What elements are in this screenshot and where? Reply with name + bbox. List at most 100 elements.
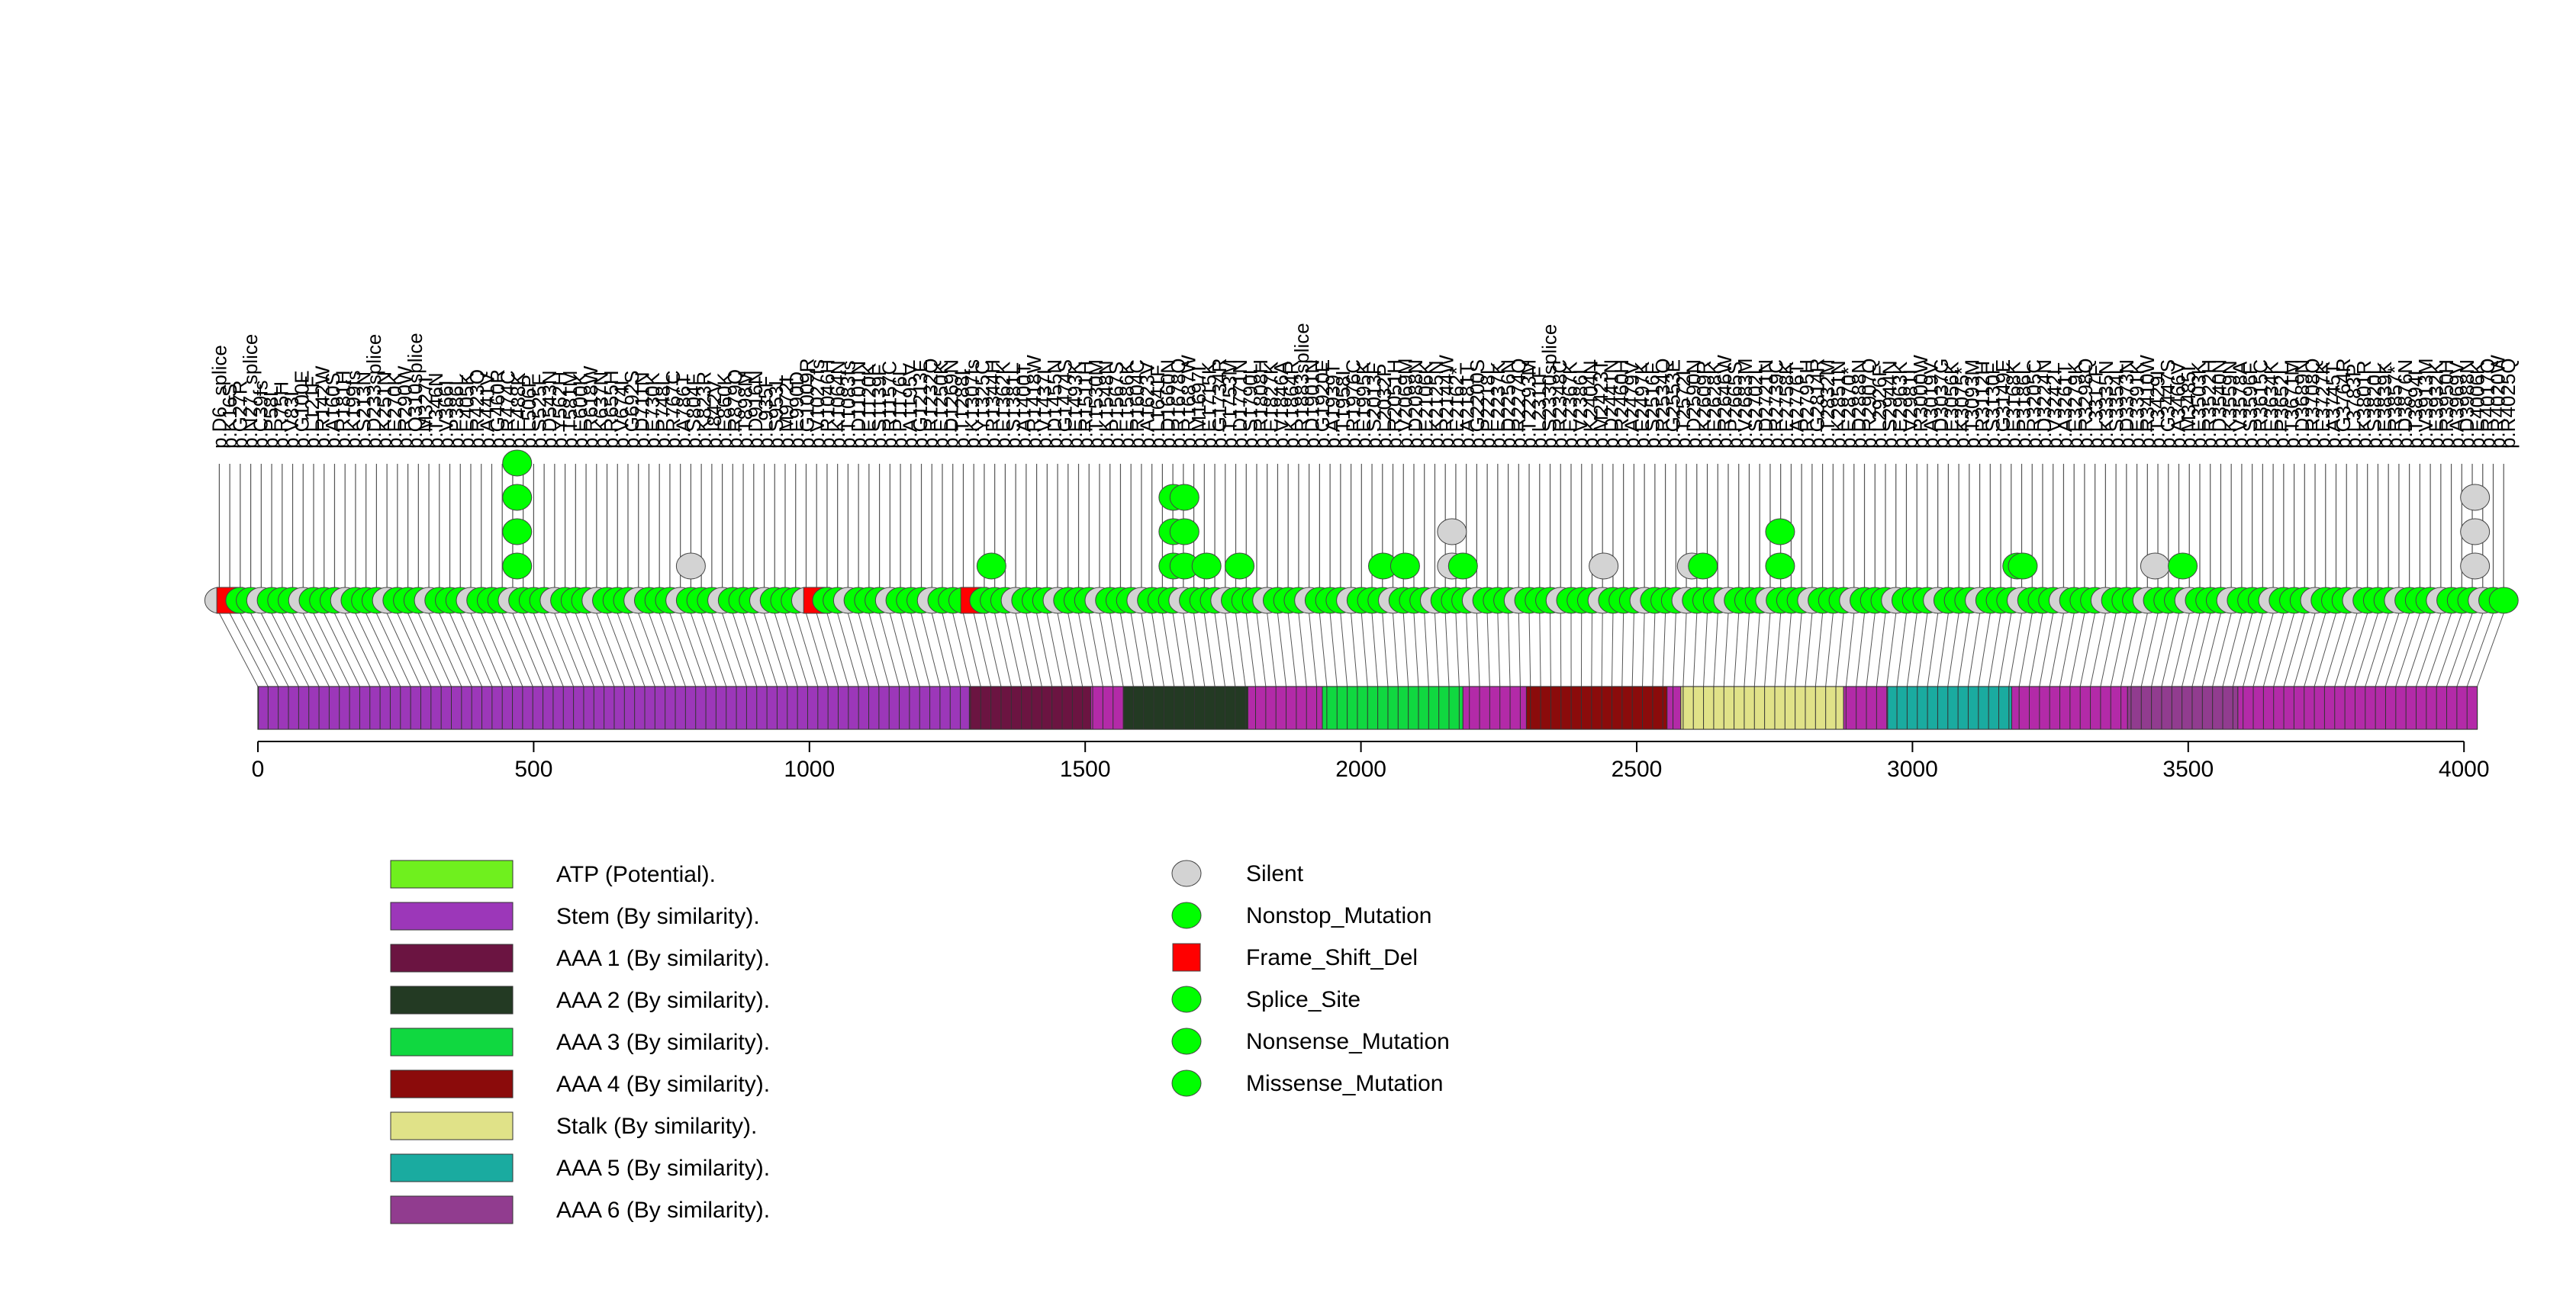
connector-line	[1162, 613, 1174, 687]
connector-line	[1948, 613, 1959, 687]
connector-line	[2335, 613, 2357, 687]
connector-line	[1005, 613, 1021, 687]
connector-line	[1299, 613, 1306, 687]
connector-line	[2416, 613, 2440, 687]
connector-line	[1518, 613, 1520, 687]
legend-label: AAA 6 (By similarity).	[556, 1198, 770, 1223]
missense-marker	[503, 553, 532, 579]
legend-label: Stem (By similarity).	[556, 904, 760, 929]
connector-line	[1131, 613, 1144, 687]
connector-line	[2457, 613, 2483, 687]
domain-segment	[1888, 687, 2012, 729]
connector-line	[429, 613, 462, 687]
connector-line	[659, 613, 685, 687]
connector-line	[481, 613, 513, 687]
connector-line	[1257, 613, 1266, 687]
connector-line	[1309, 613, 1317, 687]
connector-line	[1330, 613, 1337, 687]
connector-line	[880, 613, 900, 687]
connector-line	[2375, 613, 2399, 687]
connector-line	[1361, 613, 1367, 687]
domain-segment	[2127, 687, 2238, 729]
missense-marker	[2008, 553, 2037, 579]
connector-line	[1795, 613, 1802, 687]
connector-line	[681, 613, 706, 687]
legend-label: Silent	[1246, 861, 1304, 886]
connector-line	[1509, 613, 1510, 687]
connector-line	[2192, 613, 2211, 687]
missense-marker	[977, 553, 1006, 579]
connector-line	[2263, 613, 2283, 687]
axis-tick-label: 3000	[1887, 757, 1938, 782]
connector-line	[2009, 613, 2022, 687]
connector-line	[1498, 613, 1500, 687]
connector-line	[376, 613, 411, 687]
connector-line	[754, 613, 778, 687]
connector-line	[858, 613, 879, 687]
connector-line	[2223, 613, 2242, 687]
legend-swatch	[391, 1154, 513, 1182]
connector-line	[649, 613, 675, 687]
connector-line	[2365, 613, 2388, 687]
connector-line	[1643, 613, 1645, 687]
connector-line	[1724, 613, 1728, 687]
axis-tick-label: 4000	[2439, 757, 2490, 782]
legend-label: Splice_Site	[1246, 987, 1360, 1012]
connector-line	[743, 613, 767, 687]
legend-marker	[1172, 902, 1201, 928]
connector-line	[1866, 613, 1875, 687]
connector-line	[723, 613, 747, 687]
connector-line	[2162, 613, 2179, 687]
connector-line	[2355, 613, 2378, 687]
connector-line	[712, 613, 736, 687]
connector-line	[2324, 613, 2346, 687]
connector-line	[1089, 613, 1103, 687]
connector-line	[1194, 613, 1205, 687]
connector-line	[1100, 613, 1113, 687]
legend-label: AAA 3 (By similarity).	[556, 1030, 770, 1055]
connector-line	[334, 613, 369, 687]
connector-line	[2172, 613, 2189, 687]
connector-line	[670, 613, 696, 687]
connector-line	[806, 613, 828, 687]
connector-line	[597, 613, 625, 687]
legend-label: Nonsense_Mutation	[1246, 1029, 1450, 1054]
domain-segment	[1322, 687, 1463, 729]
domain-segment	[1843, 687, 1888, 729]
missense-marker	[503, 519, 532, 545]
connector-line	[1225, 613, 1235, 687]
missense-marker	[503, 484, 532, 510]
connector-line	[2202, 613, 2220, 687]
connector-line	[1351, 613, 1357, 687]
connector-line	[2019, 613, 2032, 687]
connector-line	[1836, 613, 1843, 687]
connector-line	[1467, 613, 1470, 687]
connector-line	[1403, 613, 1408, 687]
legend-label: AAA 1 (By similarity).	[556, 946, 770, 971]
mutation-legend: SilentNonstop_MutationFrame_Shift_DelSpl…	[1172, 860, 1450, 1096]
connector-line	[2284, 613, 2304, 687]
connector-line	[345, 613, 380, 687]
connector-line	[942, 613, 961, 687]
legend-label: Nonstop_Mutation	[1246, 903, 1432, 928]
connector-line	[1425, 613, 1429, 687]
connector-line	[1683, 613, 1686, 687]
connector-line	[2447, 613, 2473, 687]
domain-segment	[1681, 687, 1843, 729]
connector-line	[440, 613, 472, 687]
missense-marker	[1766, 519, 1795, 545]
connector-line	[366, 613, 401, 687]
connector-line	[2294, 613, 2315, 687]
domain-legend: ATP (Potential).Stem (By similarity).AAA…	[391, 860, 770, 1224]
connector-line	[733, 613, 756, 687]
connector-line	[1958, 613, 1969, 687]
connector-line	[1540, 613, 1541, 687]
connector-line	[2243, 613, 2263, 687]
connector-line	[1653, 613, 1655, 687]
legend-swatch	[391, 1112, 513, 1140]
connector-line	[2314, 613, 2336, 687]
connector-line	[1714, 613, 1718, 687]
connector-line	[2233, 613, 2252, 687]
